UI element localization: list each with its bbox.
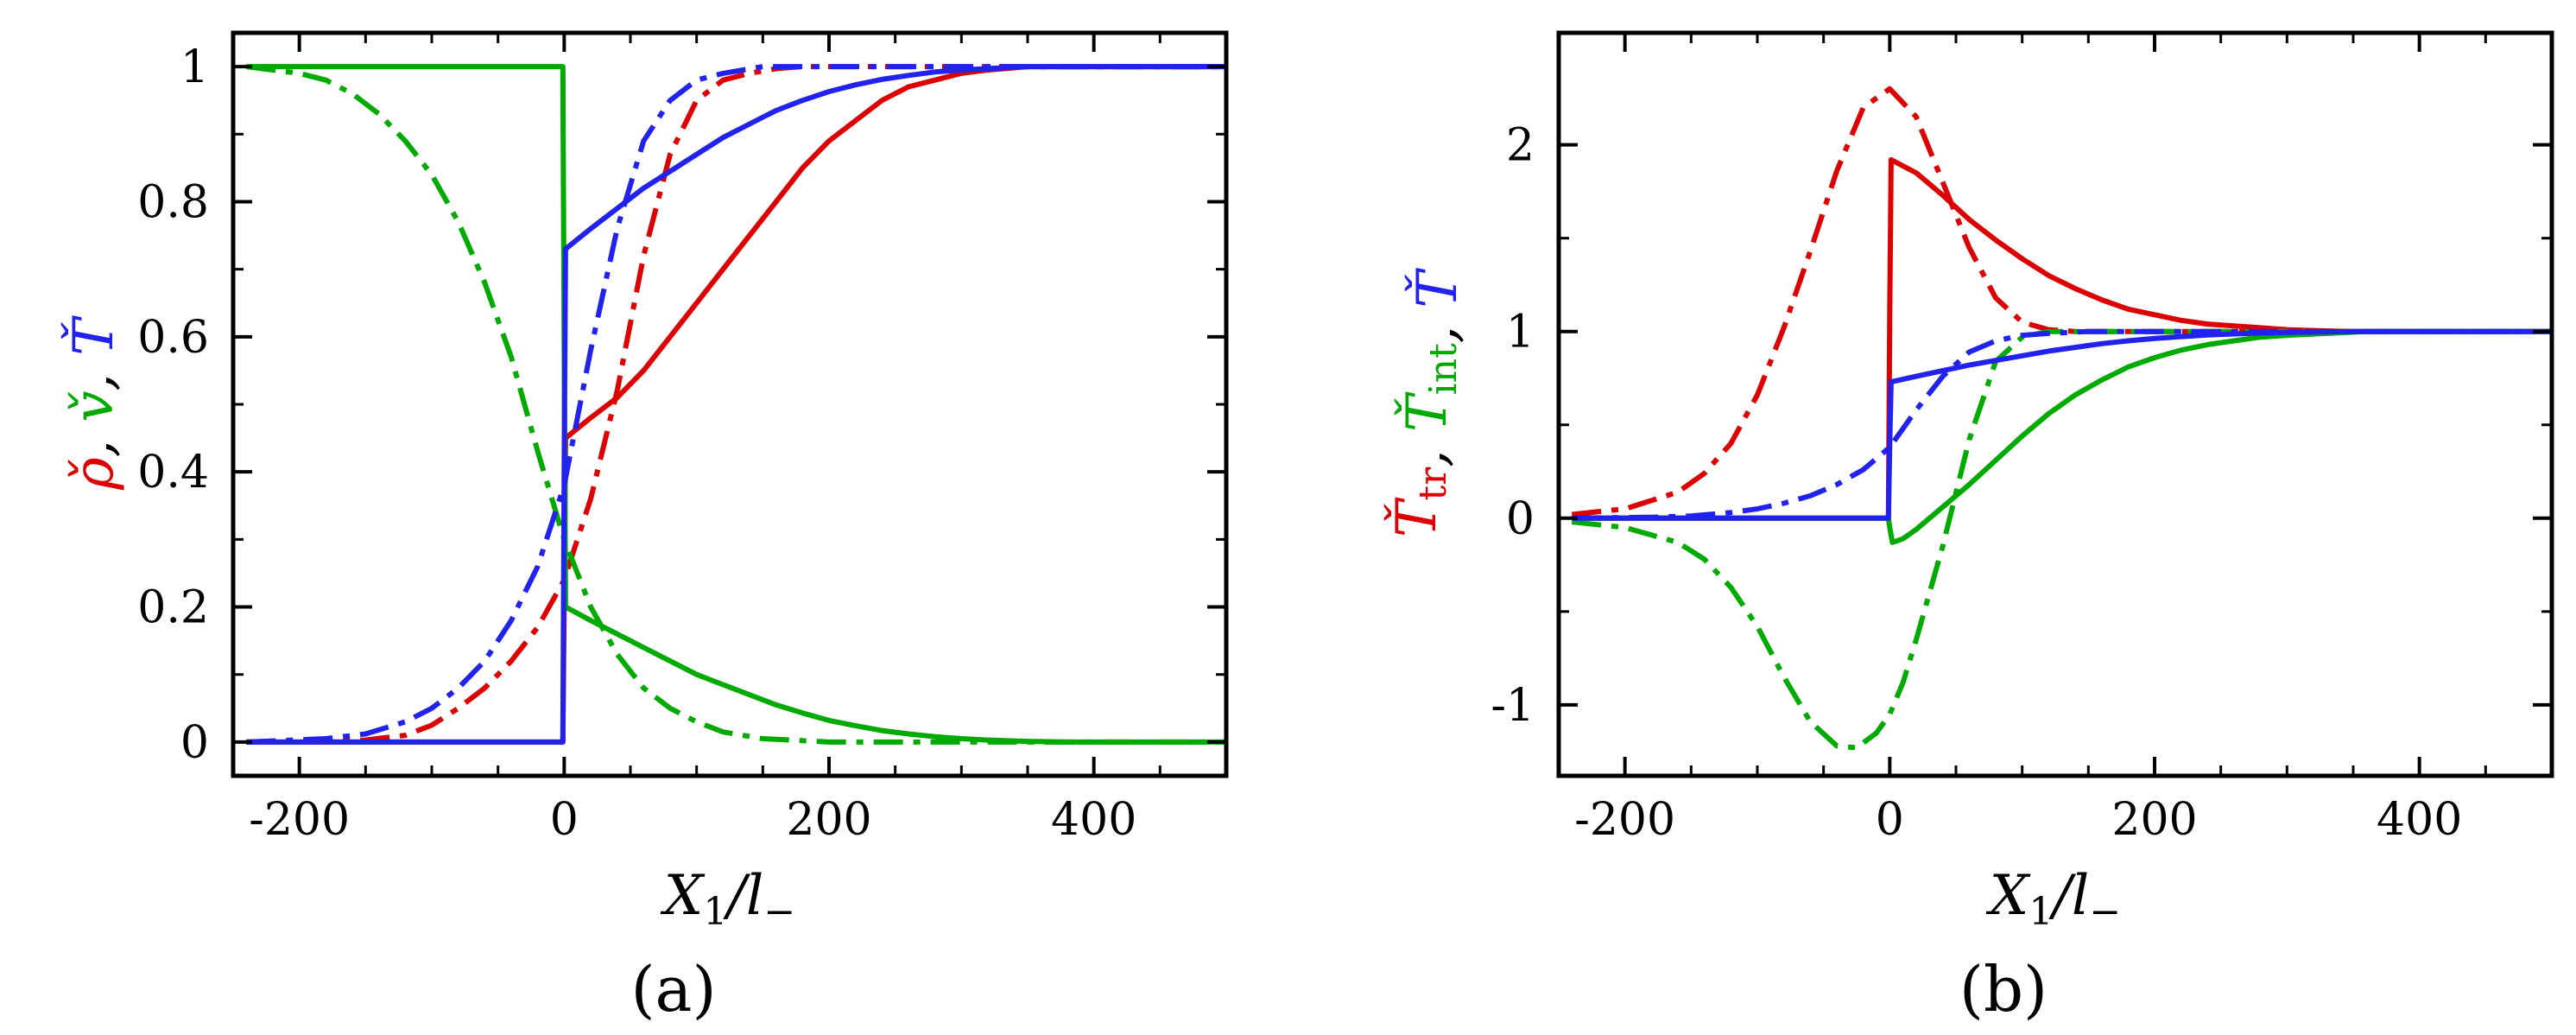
panel-b-ylabel: Ťtr, Ťint, Ť [1384, 268, 1470, 538]
ytick-label: 1 [1506, 307, 1535, 359]
ylabel-part: , [1406, 308, 1470, 344]
xtick-label: -200 [249, 794, 350, 846]
panel-b-xlabel: X1/l− [1985, 864, 2121, 934]
panel-a-label: (a) [630, 953, 716, 1025]
ytick-label: 0 [180, 717, 209, 769]
xtick-label: 400 [1051, 794, 1136, 846]
panel-a-xtick-labels: -200 0 200 400 [249, 794, 1136, 846]
ytick-label: -1 [1491, 680, 1535, 732]
ytick-label: 2 [1506, 120, 1535, 172]
ylabel-part: , [1396, 432, 1459, 467]
ylabel-part: , [62, 422, 126, 458]
ylabel-part: ρ̌ [62, 457, 126, 491]
xtick-label: 0 [550, 794, 579, 846]
series-temperature-solid [1572, 328, 2552, 521]
panel-a-ytick-labels: 0 0.2 0.4 0.6 0.8 1 [137, 41, 209, 769]
ytick-label: 0.6 [137, 312, 209, 364]
panel-a-series [245, 64, 1226, 745]
series-internal-temperature-dash-dot [1571, 328, 2552, 751]
series-temperature-dash-dot [246, 64, 1226, 745]
panel-b-xtick-labels: -200 0 200 400 [1574, 794, 2462, 846]
ytick-label: 1 [180, 41, 209, 93]
panel-a: 0 0.2 0.4 0.6 0.8 1 -200 0 200 400 X1/l− ρ̌, v̌,… [61, 30, 1229, 1025]
panel-b-ticks [1557, 33, 2554, 776]
panel-b-label: (b) [1959, 953, 2048, 1025]
panel-a-ticks [231, 33, 1228, 776]
xtick-label: 200 [786, 794, 871, 846]
panel-b-ytick-labels: -1 0 1 2 [1491, 120, 1535, 732]
ytick-label: 0.8 [137, 176, 209, 228]
ytick-label: 0.4 [137, 447, 209, 498]
ylabel-part: v̌ [62, 391, 126, 422]
ytick-label: 0 [1506, 493, 1535, 545]
xtick-label: -200 [1574, 794, 1675, 846]
xtick-label: 200 [2111, 794, 2197, 846]
xtick-label: 0 [1876, 794, 1904, 846]
ylabel-part: Ť [1395, 391, 1459, 432]
ytick-label: 0.2 [137, 582, 209, 634]
panel-a-xlabel: X1/l− [660, 864, 795, 934]
ylabel-subscript: int [1421, 343, 1465, 395]
panel-a-ylabel: ρ̌, v̌, Ť [61, 315, 126, 491]
panel-b-frame [1556, 30, 2554, 778]
ylabel-part: , [62, 356, 126, 391]
ylabel-part: Ť [61, 315, 126, 356]
ylabel-subscript: tr [1411, 467, 1455, 501]
panel-b-series [1571, 86, 2552, 751]
ylabel-part: Ť [1405, 268, 1470, 308]
panel-b: -1 0 1 2 -200 0 200 400 X1/l− Ťtr, Ťint, Ť (b) [1384, 30, 2554, 1025]
ylabel-part: Ť [1384, 497, 1449, 537]
xtick-label: 400 [2377, 794, 2462, 846]
